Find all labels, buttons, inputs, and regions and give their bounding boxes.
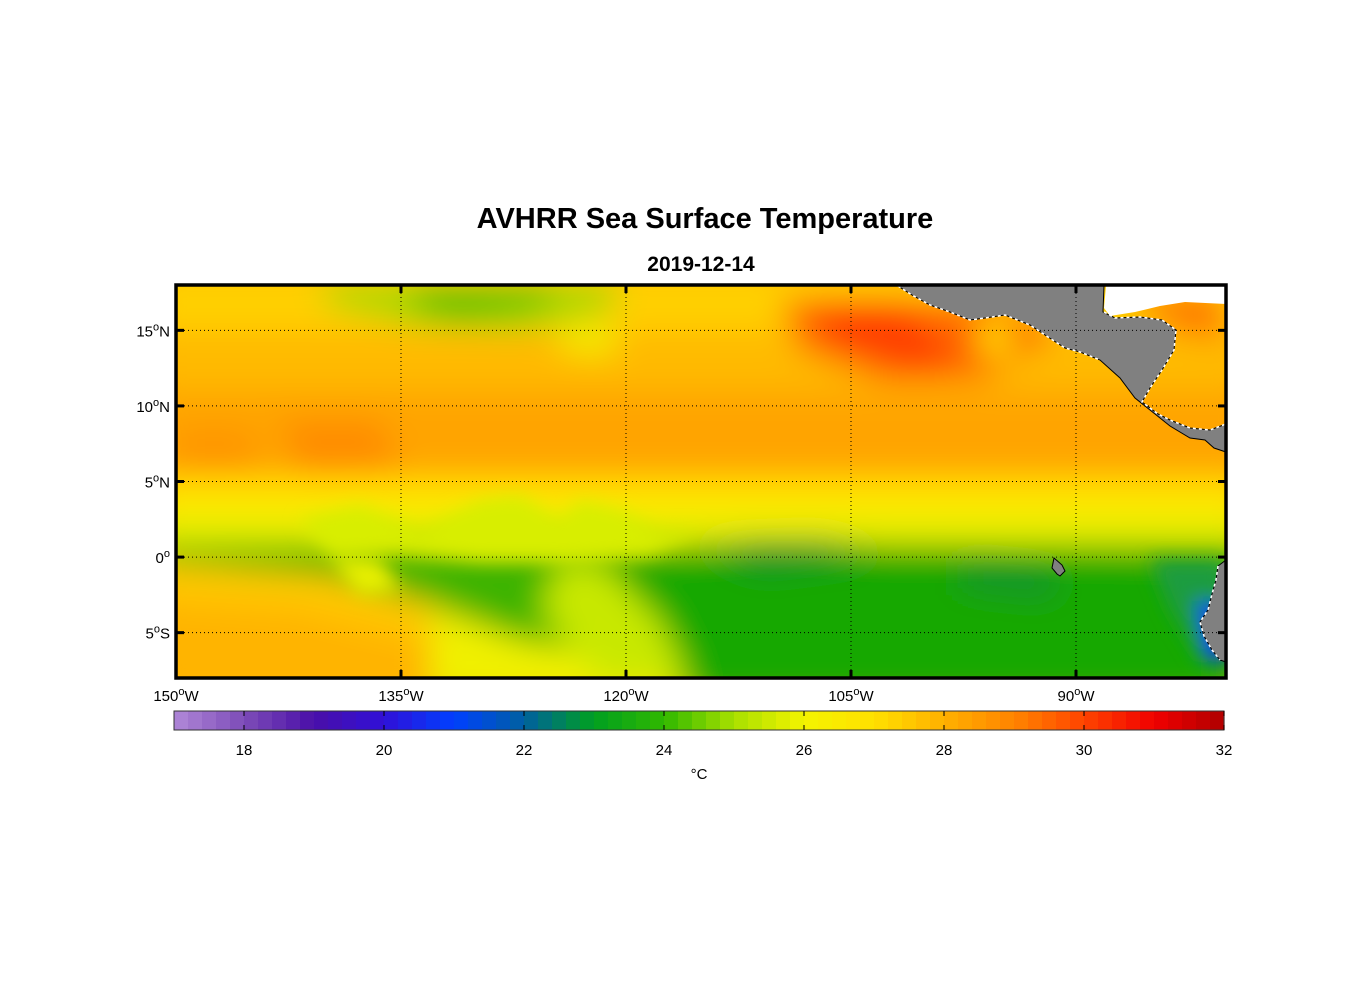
lon-label: 90oW [1058,686,1096,705]
longitude-labels: 150oW 135oW 120oW 105oW 90oW [153,686,1095,705]
lat-label: 5oN [145,473,170,492]
lat-label: 10oN [136,397,170,416]
coast-dash-mexico [897,285,1101,361]
lat-label: 0o [156,548,170,567]
lat-label: 15oN [136,321,170,340]
land-north-mainland-east [1104,286,1226,316]
lon-label: 105oW [828,686,874,705]
map-title: AVHRR Sea Surface Temperature [476,203,934,235]
map-date-subtitle: 2019-12-14 [647,253,755,276]
lon-label: 135oW [378,686,424,705]
lon-label: 120oW [603,686,649,705]
lat-label: 5oS [146,624,170,643]
land-south-america [1199,559,1227,663]
lon-label: 150oW [153,686,199,705]
latitude-labels: 15oN 10oN 5oN 0o 5oS [136,321,170,642]
map-frame [174,283,1228,680]
land-masses [896,285,1227,663]
land-galapagos [1051,557,1066,577]
